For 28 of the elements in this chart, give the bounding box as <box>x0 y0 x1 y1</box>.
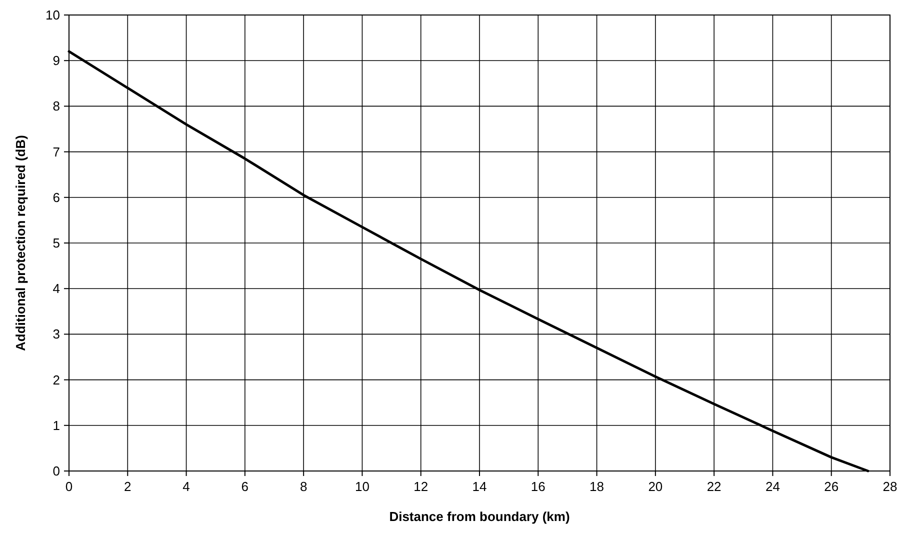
y-tick-label: 2 <box>52 372 60 388</box>
x-axis-title: Distance from boundary (km) <box>389 509 570 524</box>
y-tick-label: 4 <box>52 281 60 296</box>
y-tick-label: 10 <box>46 8 60 22</box>
x-tick-label: 10 <box>354 479 370 494</box>
x-tick-label: 2 <box>124 479 132 494</box>
y-tick-label: 0 <box>52 464 60 478</box>
y-tick-label: 6 <box>52 190 60 205</box>
x-tick-label: 26 <box>824 479 839 494</box>
y-tick-label: 5 <box>52 236 60 250</box>
y-tick-label: 8 <box>52 98 60 114</box>
y-tick-label: 9 <box>52 53 60 68</box>
x-tick-label: 12 <box>414 479 428 494</box>
y-tick-label: 1 <box>52 418 60 433</box>
x-tick-label: 20 <box>648 479 663 494</box>
y-tick-label: 7 <box>52 144 60 160</box>
y-axis-title: Additional protection required (dB) <box>13 135 28 351</box>
x-tick-label: 16 <box>530 479 546 494</box>
x-tick-label: 28 <box>882 479 898 494</box>
x-tick-label: 22 <box>706 479 722 494</box>
x-tick-label: 4 <box>182 479 190 494</box>
x-tick-label: 24 <box>765 479 780 494</box>
x-tick-label: 6 <box>241 479 249 494</box>
x-tick-label: 14 <box>472 479 487 494</box>
y-tick-label: 3 <box>52 326 60 342</box>
x-tick-label: 8 <box>300 479 308 494</box>
x-tick-label: 0 <box>65 479 73 494</box>
x-tick-label: 18 <box>590 479 604 494</box>
